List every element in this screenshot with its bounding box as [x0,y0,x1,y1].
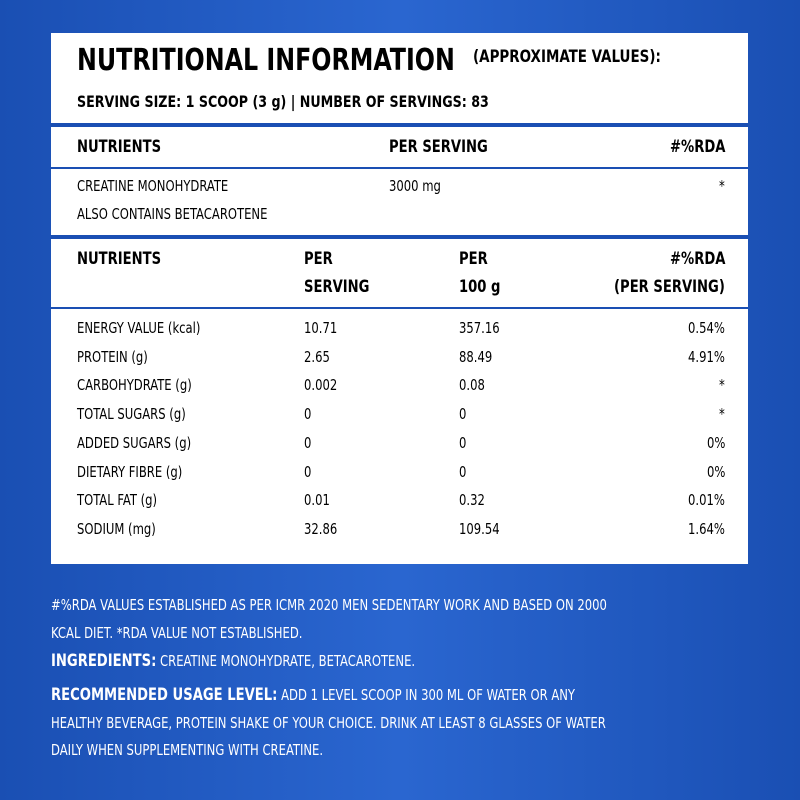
usage-line3: DAILY WHEN SUPPLEMENTING WITH CREATINE. [51,741,324,759]
t2-header-per-100g-2: 100 g [459,277,501,297]
t1-header-per-serving: PER SERVING [389,137,488,157]
t1-row-per-serving: 3000 mg [389,177,441,195]
row-per-serving: 0 [304,405,312,423]
row-rda: 0% [706,434,725,452]
ingredients-line: INGREDIENTS: CREATINE MONOHYDRATE, BETAC… [51,651,653,671]
row-nutrient-name: TOTAL FAT (g) [77,491,158,509]
serving-line: SERVING SIZE: 1 SCOOP (3 g) | NUMBER OF … [77,92,489,111]
row-nutrient-name: SODIUM (mg) [77,520,156,538]
row-per-serving: 0.002 [304,376,338,394]
row-per-100g: 0.32 [459,491,485,509]
row-per-serving: 10.71 [304,319,338,337]
row-per-100g: 0 [459,405,467,423]
divider [51,307,748,309]
row-nutrient-name: ADDED SUGARS (g) [77,434,192,452]
t1-row-name-line2: ALSO CONTAINS BETACAROTENE [77,205,268,223]
t2-header-per-serving-2: SERVING [304,277,370,297]
t1-header-rda: #%RDA [669,137,725,157]
t1-row-rda: * [719,177,725,195]
row-per-100g: 0.08 [459,376,485,394]
row-per-100g: 357.16 [459,319,500,337]
usage-line1: RECOMMENDED USAGE LEVEL: ADD 1 LEVEL SCO… [51,685,653,705]
row-rda: 4.91% [688,348,725,366]
title-row: NUTRITIONAL INFORMATION [77,43,506,78]
divider [51,235,748,239]
row-nutrient-name: CARBOHYDRATE (g) [77,376,192,394]
row-rda: * [719,405,725,423]
row-per-serving: 0.01 [304,491,330,509]
t2-header-rda-2: (PER SERVING) [614,277,725,297]
t1-header-nutrients: NUTRIENTS [77,137,162,157]
row-rda: * [719,376,725,394]
t2-header-per-100g-1: PER [459,249,488,269]
row-per-100g: 88.49 [459,348,493,366]
row-rda: 1.64% [688,520,725,538]
row-rda: 0% [706,463,725,481]
nutrition-panel: NUTRITIONAL INFORMATION (APPROXIMATE VAL… [51,33,748,564]
usage-label: RECOMMENDED USAGE LEVEL: [51,685,278,705]
row-per-serving: 32.86 [304,520,338,538]
row-per-serving: 0 [304,463,312,481]
row-per-100g: 109.54 [459,520,500,538]
row-nutrient-name: DIETARY FIBRE (g) [77,463,183,481]
panel-title-suffix: (APPROXIMATE VALUES): [473,47,661,67]
t2-header-nutrients: NUTRIENTS [77,249,162,269]
t2-header-per-serving-1: PER [304,249,333,269]
ingredients-text: CREATINE MONOHYDRATE, BETACAROTENE. [156,652,416,670]
usage-line2: HEALTHY BEVERAGE, PROTEIN SHAKE OF YOUR … [51,714,606,732]
rda-note-line1: #%RDA VALUES ESTABLISHED AS PER ICMR 202… [51,596,607,614]
rda-note-line2: KCAL DIET. *RDA VALUE NOT ESTABLISHED. [51,624,303,642]
row-rda: 0.54% [688,319,725,337]
panel-title: NUTRITIONAL INFORMATION [77,43,455,78]
row-nutrient-name: TOTAL SUGARS (g) [77,405,186,423]
divider [51,167,748,169]
row-per-serving: 2.65 [304,348,330,366]
row-per-serving: 0 [304,434,312,452]
t1-row-name-line1: CREATINE MONOHYDRATE [77,177,229,195]
usage-text-1: ADD 1 LEVEL SCOOP IN 300 ML OF WATER OR … [277,686,576,704]
row-nutrient-name: PROTEIN (g) [77,348,148,366]
row-nutrient-name: ENERGY VALUE (kcal) [77,319,201,337]
row-rda: 0.01% [688,491,725,509]
ingredients-label: INGREDIENTS: [51,651,157,671]
row-per-100g: 0 [459,463,467,481]
t2-header-rda-1: #%RDA [669,249,725,269]
row-per-100g: 0 [459,434,467,452]
divider [51,123,748,127]
